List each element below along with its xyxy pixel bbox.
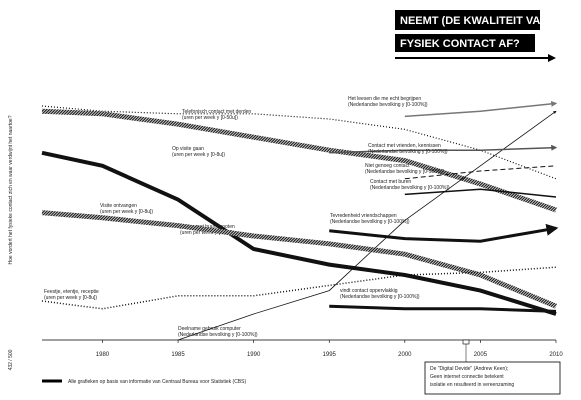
series-line [41, 150, 557, 316]
series-line [404, 188, 557, 198]
series-description: (Nederlandse bevolking y [0-100%]) [368, 149, 448, 155]
note: Geen internet connectie betekent [430, 374, 504, 380]
note-box [424, 361, 561, 395]
series-description: (Nederlandse bevolking y [0-100%]) [340, 294, 420, 300]
x-tick-label: 1990 [247, 352, 261, 358]
chart-title: NEEMT (DE KWALITEIT VAN) [400, 15, 552, 27]
series-label: Contact met vrienden, kennissen [368, 143, 441, 149]
series-description: (uren per week y [0-8u]) [180, 230, 233, 236]
series-line [404, 165, 557, 180]
series-label: Deelname gebruik computer [178, 326, 241, 332]
series-line [41, 108, 557, 213]
page-number: 432 / 500 [8, 349, 14, 370]
note: isolatie en resulteerd in vereenzaming [430, 382, 514, 388]
series-description: (uren per week y [0-8u]) [100, 209, 153, 215]
series-line [329, 223, 559, 243]
series-label: Visite ontvangen [100, 203, 137, 209]
note: De "Digital Devide" (Andrew Keen); [430, 366, 508, 372]
series-description: (uren per week y [0-8u]) [44, 295, 97, 301]
x-tick-label: 1995 [323, 352, 337, 358]
series-description: (uren per week y [0-50u]) [182, 115, 238, 121]
series-line [329, 144, 558, 154]
series-line [329, 304, 557, 313]
title-box [395, 10, 540, 30]
series-label: Telefonisch contact met derden [182, 109, 251, 115]
series-description: (Nederlandse bevolking y [0-100%]) [178, 332, 258, 338]
series-label: praten met buurtgenoten [180, 224, 235, 230]
series-label: Tevredenheid vriendschappen [330, 213, 397, 219]
series-label: Het leesen die me echt begrijpen [348, 96, 421, 102]
series-label: Op visite gaan [172, 146, 204, 152]
x-tick-label: 2000 [398, 352, 412, 358]
x-tick-label: 1980 [96, 352, 110, 358]
series-description: (uren per week y [0-8u]) [172, 152, 225, 158]
series-label: Feestje, etentje, receptie [44, 289, 99, 295]
marker-box [462, 339, 470, 345]
source: Alle grafieken op basis van informatie v… [68, 379, 246, 385]
series-label: Contact met buren [370, 179, 411, 185]
title-box [395, 34, 535, 52]
series-line [404, 100, 558, 118]
x-tick-label: 2005 [474, 352, 488, 358]
title-arrow-head [548, 54, 556, 62]
series-label: Niet genoeg contact [365, 163, 410, 169]
series-line [41, 105, 557, 180]
series-label: vindt contact oppervlakkig [340, 288, 398, 294]
series-description: (Nederlandse bevolking y [0-100%]) [370, 185, 450, 191]
x-tick-label: 1985 [171, 352, 185, 358]
series-line [177, 110, 557, 341]
series-line [41, 210, 557, 309]
side-text: Hoe vordert het fysieke contact zich en … [8, 115, 14, 264]
chart-title: FYSIEK CONTACT AF? [400, 38, 520, 50]
series-description: (Nederlandse bevolking y [0-100%]) [330, 219, 410, 225]
x-tick-label: 2010 [549, 352, 563, 358]
series-description: (Nederlandse bevolking y [0-100%]) [365, 169, 445, 175]
series-description: (Nederlandse bevolking y [0-100%]) [348, 102, 428, 108]
